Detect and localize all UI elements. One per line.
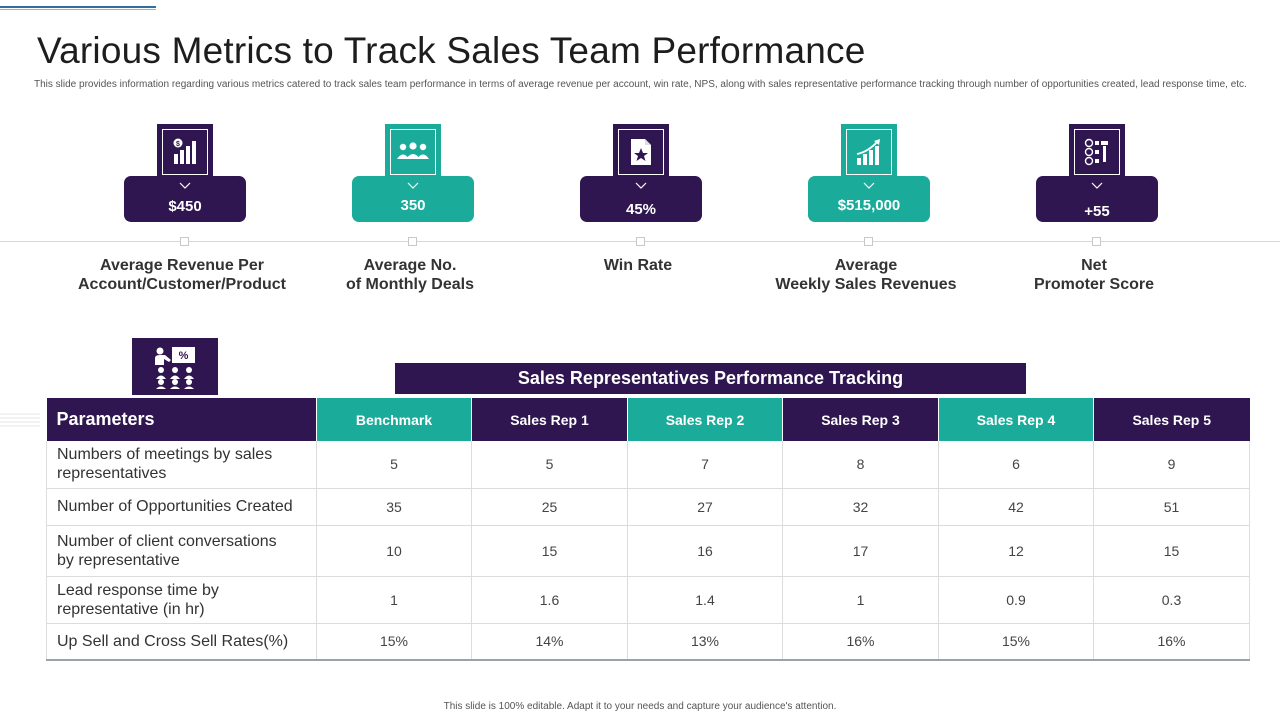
table-cell: 6: [938, 441, 1094, 489]
table-cell: 42: [938, 488, 1094, 526]
metric-icon-box: $: [157, 124, 213, 180]
metric-value-box: $515,000: [808, 176, 930, 222]
table-cell: 10: [316, 525, 472, 577]
table-row: Number of Opportunities Created 35 25 27…: [46, 488, 1250, 526]
table-cell: 9: [1093, 441, 1250, 489]
table-cell: 0.3: [1093, 576, 1250, 624]
corner-accent-line-thin: [0, 9, 156, 10]
table-cell: 16%: [1093, 623, 1250, 661]
metric-value-box: $450: [124, 176, 246, 222]
slide-title: Various Metrics to Track Sales Team Perf…: [37, 30, 866, 71]
metric-label: Average Revenue Per Account/Customer/Pro…: [77, 257, 286, 293]
row-parameter: Number of client conversations by represe…: [46, 525, 317, 577]
metric-icon-box: [841, 124, 897, 180]
metric-value-box: +55: [1036, 176, 1158, 222]
timeline-marker: [636, 237, 645, 246]
metric-value: $515,000: [837, 197, 901, 214]
table-cell: 1.4: [627, 576, 783, 624]
table-cell: 15: [471, 525, 628, 577]
column-header: Sales Rep 2: [627, 398, 783, 441]
chevron-down-icon: [1091, 182, 1103, 189]
table-cell: 35: [316, 488, 472, 526]
table-cell: 32: [782, 488, 939, 526]
table-row: Number of client conversations by represe…: [46, 525, 1250, 577]
timeline-marker: [180, 237, 189, 246]
table-header-row: Parameters Benchmark Sales Rep 1 Sales R…: [46, 398, 1250, 441]
score-board-icon: [1084, 138, 1108, 166]
table-cell: 15%: [316, 623, 472, 661]
table-cell: 1: [316, 576, 472, 624]
table-cell: 1.6: [471, 576, 628, 624]
presentation-team-icon: %: [155, 346, 195, 389]
column-header: Sales Rep 4: [938, 398, 1094, 441]
table-row: Lead response time by representative (in …: [46, 576, 1250, 624]
metric-label: Average Weekly Sales Revenues: [775, 257, 957, 293]
slide-footer: This slide is 100% editable. Adapt it to…: [443, 701, 837, 712]
row-parameter: Lead response time by representative (in …: [46, 576, 317, 624]
table-cell: 15: [1093, 525, 1250, 577]
table-cell: 13%: [627, 623, 783, 661]
table-row: Numbers of meetings by sales representati…: [46, 441, 1250, 489]
table-cell: 12: [938, 525, 1094, 577]
table-cell: 7: [627, 441, 783, 489]
slide-subtitle: This slide provides information regardin…: [34, 79, 1247, 90]
metric-value: 45%: [625, 201, 657, 218]
chevron-down-icon: [635, 182, 647, 189]
team-group-icon: [397, 142, 429, 159]
table-cell: 25: [471, 488, 628, 526]
star-document-icon: [631, 139, 651, 165]
timeline-marker: [1092, 237, 1101, 246]
metric-label: Net Promoter Score: [1033, 257, 1155, 293]
column-header: Sales Rep 3: [782, 398, 939, 441]
presentation-team-icon-box: %: [132, 338, 218, 395]
chevron-down-icon: [407, 182, 419, 189]
metric-value-box: 45%: [580, 176, 702, 222]
table-cell: 8: [782, 441, 939, 489]
dollar-bar-chart-icon: $: [173, 138, 196, 164]
metric-value: +55: [1084, 203, 1110, 220]
metric-label: Average No. of Monthly Deals: [345, 257, 474, 293]
table-cell: 16: [627, 525, 783, 577]
metric-value: 350: [400, 197, 426, 214]
row-parameter: Numbers of meetings by sales representati…: [46, 441, 317, 489]
table-cell: 27: [627, 488, 783, 526]
timeline-marker: [864, 237, 873, 246]
table-cell: 17: [782, 525, 939, 577]
metric-icon-box: [385, 124, 441, 180]
svg-text:$: $: [176, 141, 180, 148]
table-cell: 51: [1093, 488, 1250, 526]
column-header: Sales Rep 1: [471, 398, 628, 441]
table-cell: 1: [782, 576, 939, 624]
growth-chart-icon: [856, 139, 880, 165]
metric-label: Win Rate: [603, 257, 673, 274]
table-cell: 5: [316, 441, 472, 489]
metric-icon-box: [613, 124, 669, 180]
column-header: Sales Rep 5: [1093, 398, 1250, 441]
column-header: Benchmark: [316, 398, 472, 441]
timeline-marker: [408, 237, 417, 246]
table-cell: 5: [471, 441, 628, 489]
table-cell: 0.9: [938, 576, 1094, 624]
column-header: Parameters: [46, 398, 317, 441]
table-cell: 16%: [782, 623, 939, 661]
chevron-down-icon: [179, 182, 191, 189]
corner-accent-line: [0, 6, 156, 8]
svg-text:%: %: [179, 350, 189, 362]
table-title: Sales Representatives Performance Tracki…: [395, 363, 1026, 394]
decorative-lines: [0, 413, 40, 427]
table-cell: 14%: [471, 623, 628, 661]
chevron-down-icon: [863, 182, 875, 189]
metric-value-box: 350: [352, 176, 474, 222]
metric-value: $450: [168, 198, 202, 215]
table-row: Up Sell and Cross Sell Rates(%) 15% 14% …: [46, 623, 1250, 661]
row-parameter: Up Sell and Cross Sell Rates(%): [46, 623, 317, 661]
performance-table: Parameters Benchmark Sales Rep 1 Sales R…: [46, 398, 1250, 661]
row-parameter: Number of Opportunities Created: [46, 488, 317, 526]
metric-icon-box: [1069, 124, 1125, 180]
table-cell: 15%: [938, 623, 1094, 661]
